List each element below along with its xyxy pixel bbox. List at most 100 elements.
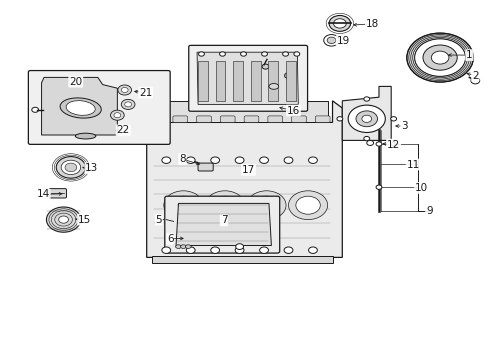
Circle shape: [284, 73, 292, 78]
FancyBboxPatch shape: [149, 116, 163, 122]
Text: 8: 8: [179, 154, 185, 164]
FancyBboxPatch shape: [291, 116, 305, 122]
Circle shape: [162, 157, 170, 163]
Circle shape: [284, 157, 292, 163]
Circle shape: [375, 185, 381, 189]
Bar: [198, 61, 207, 101]
Circle shape: [56, 157, 85, 178]
Circle shape: [235, 244, 243, 249]
Circle shape: [246, 191, 285, 220]
Circle shape: [171, 196, 195, 214]
Circle shape: [430, 51, 448, 64]
Circle shape: [162, 247, 170, 253]
Circle shape: [288, 191, 327, 220]
Text: 3: 3: [400, 121, 407, 131]
FancyBboxPatch shape: [244, 116, 258, 122]
Circle shape: [198, 52, 204, 56]
FancyBboxPatch shape: [188, 45, 307, 111]
Circle shape: [32, 107, 39, 112]
Bar: [215, 61, 225, 101]
Circle shape: [59, 216, 68, 223]
Text: 14: 14: [36, 189, 50, 199]
Text: 13: 13: [85, 163, 99, 173]
Text: 9: 9: [425, 206, 432, 216]
Circle shape: [210, 157, 219, 163]
Bar: [268, 61, 278, 101]
Circle shape: [470, 77, 479, 84]
Circle shape: [308, 247, 317, 253]
Circle shape: [186, 157, 195, 163]
Bar: [285, 61, 295, 101]
FancyBboxPatch shape: [173, 116, 187, 122]
Bar: [250, 61, 260, 101]
Circle shape: [114, 113, 121, 118]
Circle shape: [210, 247, 219, 253]
Text: 18: 18: [365, 19, 379, 29]
Bar: [151, 256, 332, 263]
Circle shape: [65, 163, 77, 172]
FancyBboxPatch shape: [198, 163, 213, 171]
Circle shape: [308, 157, 317, 163]
Ellipse shape: [75, 133, 96, 139]
Circle shape: [295, 196, 320, 214]
FancyBboxPatch shape: [28, 71, 170, 144]
Circle shape: [186, 247, 195, 253]
Polygon shape: [41, 77, 117, 135]
Circle shape: [261, 52, 267, 56]
Circle shape: [333, 19, 346, 28]
FancyBboxPatch shape: [267, 116, 282, 122]
Circle shape: [323, 35, 339, 46]
FancyBboxPatch shape: [220, 116, 235, 122]
Circle shape: [326, 37, 335, 44]
Text: 19: 19: [336, 36, 349, 46]
Ellipse shape: [60, 98, 101, 118]
Circle shape: [363, 97, 369, 101]
Circle shape: [212, 196, 237, 214]
Polygon shape: [176, 203, 271, 246]
Ellipse shape: [185, 245, 191, 248]
Circle shape: [110, 110, 124, 120]
Text: 15: 15: [78, 215, 91, 225]
Circle shape: [336, 117, 342, 121]
Text: 6: 6: [166, 234, 173, 244]
Circle shape: [366, 140, 373, 145]
Circle shape: [259, 247, 268, 253]
Polygon shape: [151, 101, 327, 122]
Circle shape: [124, 102, 131, 107]
Circle shape: [390, 117, 396, 121]
Circle shape: [61, 160, 81, 175]
Circle shape: [363, 136, 369, 141]
Circle shape: [121, 99, 135, 109]
Text: 4: 4: [388, 140, 395, 150]
Text: 12: 12: [386, 140, 400, 150]
Circle shape: [219, 52, 225, 56]
Circle shape: [235, 247, 244, 253]
Polygon shape: [146, 101, 342, 257]
Text: 21: 21: [139, 87, 152, 98]
Polygon shape: [197, 52, 298, 104]
Text: 10: 10: [414, 183, 427, 193]
Circle shape: [118, 85, 131, 95]
FancyBboxPatch shape: [196, 116, 211, 122]
Circle shape: [259, 157, 268, 163]
Text: 1: 1: [465, 50, 472, 60]
Circle shape: [262, 64, 268, 69]
Circle shape: [46, 207, 81, 232]
Circle shape: [361, 115, 371, 122]
Text: 16: 16: [286, 105, 300, 116]
Text: 5: 5: [155, 215, 162, 225]
Circle shape: [355, 111, 377, 127]
Text: 22: 22: [116, 125, 130, 135]
Circle shape: [121, 87, 128, 93]
Ellipse shape: [268, 84, 278, 89]
Polygon shape: [342, 86, 390, 140]
Circle shape: [375, 142, 381, 146]
Text: 20: 20: [69, 77, 82, 87]
Circle shape: [422, 45, 456, 70]
Circle shape: [406, 33, 472, 82]
Bar: [233, 61, 243, 101]
Ellipse shape: [180, 245, 186, 248]
Circle shape: [235, 157, 244, 163]
Circle shape: [254, 196, 278, 214]
Circle shape: [328, 15, 350, 31]
